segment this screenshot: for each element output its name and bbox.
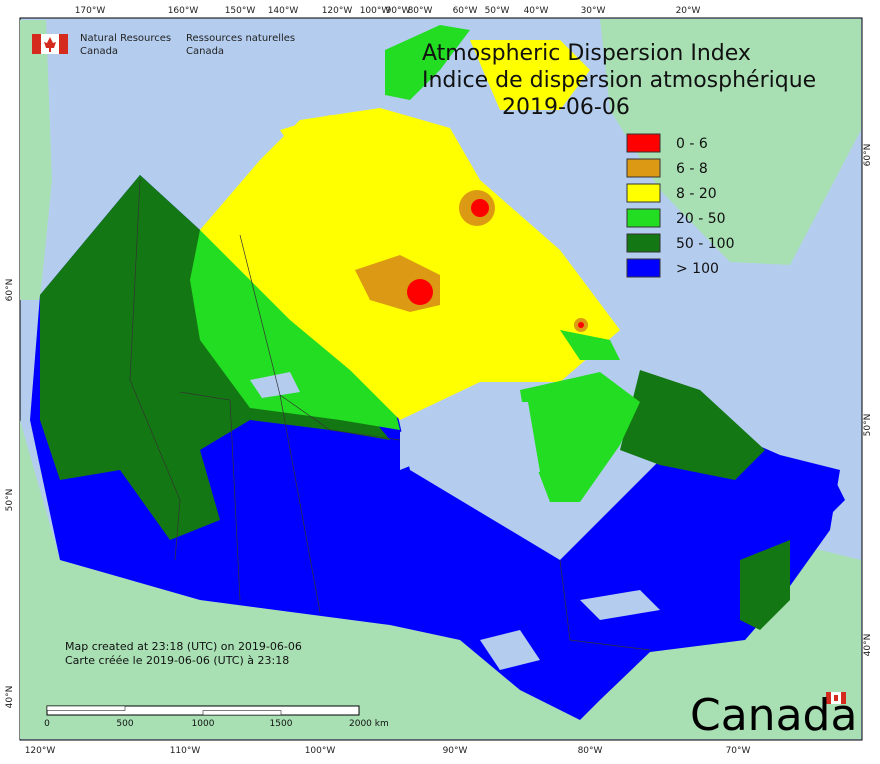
foreign-land bbox=[20, 19, 861, 739]
longitude-label: 70°W bbox=[726, 746, 751, 756]
longitude-label: 80°W bbox=[578, 746, 603, 756]
title: Indice de dispersion atmosphérique bbox=[422, 68, 816, 93]
legend-swatch bbox=[626, 258, 661, 278]
department-fr: Canada bbox=[186, 46, 224, 57]
legend-label: 20 - 50 bbox=[676, 211, 726, 227]
title: Atmospheric Dispersion Index bbox=[422, 41, 751, 66]
legend-swatch bbox=[626, 158, 661, 178]
longitude-label: 60°W bbox=[453, 6, 478, 16]
legend-swatch bbox=[626, 183, 661, 203]
longitude-label: 80°W bbox=[408, 6, 433, 16]
province-borders bbox=[129, 179, 651, 651]
longitude-label: 20°W bbox=[676, 6, 701, 16]
scale-label: 1000 bbox=[192, 719, 215, 729]
department-fr: Ressources naturelles bbox=[186, 33, 295, 44]
longitude-label: 50°W bbox=[485, 6, 510, 16]
longitude-label: 140°W bbox=[268, 6, 299, 16]
longitude-label: 90°W bbox=[443, 746, 468, 756]
longitude-label: 160°W bbox=[168, 6, 199, 16]
legend-label: 8 - 20 bbox=[676, 186, 717, 202]
latitude-label: 50°N bbox=[863, 414, 873, 437]
footer-note: Map created at 23:18 (UTC) on 2019-06-06 bbox=[65, 640, 302, 653]
department-en: Canada bbox=[80, 46, 118, 57]
canada-wordmark: Canada bbox=[690, 690, 857, 741]
department-en: Natural Resources bbox=[80, 33, 171, 44]
legend-label: > 100 bbox=[676, 261, 719, 277]
longitude-label: 100°W bbox=[360, 6, 391, 16]
latitude-label: 40°N bbox=[5, 686, 15, 709]
legend-swatch bbox=[626, 208, 661, 228]
nrcan-flag bbox=[32, 34, 68, 54]
scale-bar bbox=[46, 705, 360, 716]
scale-label: 2000 km bbox=[349, 719, 389, 729]
legend-label: 6 - 8 bbox=[676, 161, 708, 177]
index-regions bbox=[30, 25, 845, 720]
wordmark: Canada bbox=[690, 690, 857, 741]
footer-note: Carte créée le 2019-06-06 (UTC) à 23:18 bbox=[65, 654, 289, 667]
longitude-label: 30°W bbox=[581, 6, 606, 16]
longitude-label: 170°W bbox=[75, 6, 106, 16]
longitude-label: 100°W bbox=[305, 746, 336, 756]
water bbox=[250, 372, 660, 670]
scale-label: 1500 bbox=[270, 719, 293, 729]
date: 2019-06-06 bbox=[502, 95, 630, 120]
longitude-label: 40°W bbox=[524, 6, 549, 16]
legend-label: 0 - 6 bbox=[676, 136, 708, 152]
longitude-label: 120°W bbox=[25, 746, 56, 756]
legend-swatch bbox=[626, 133, 661, 153]
latitude-label: 60°N bbox=[863, 144, 873, 167]
longitude-label: 150°W bbox=[225, 6, 256, 16]
scale-label: 500 bbox=[116, 719, 133, 729]
longitude-label: 90°W bbox=[386, 6, 411, 16]
longitude-label: 120°W bbox=[322, 6, 353, 16]
scale-label: 0 bbox=[44, 719, 50, 729]
longitude-label: 110°W bbox=[170, 746, 201, 756]
latitude-label: 40°N bbox=[863, 634, 873, 657]
legend-swatch bbox=[626, 233, 661, 253]
legend-label: 50 - 100 bbox=[676, 236, 735, 252]
latitude-label: 60°N bbox=[5, 279, 15, 302]
latitude-label: 50°N bbox=[5, 489, 15, 512]
